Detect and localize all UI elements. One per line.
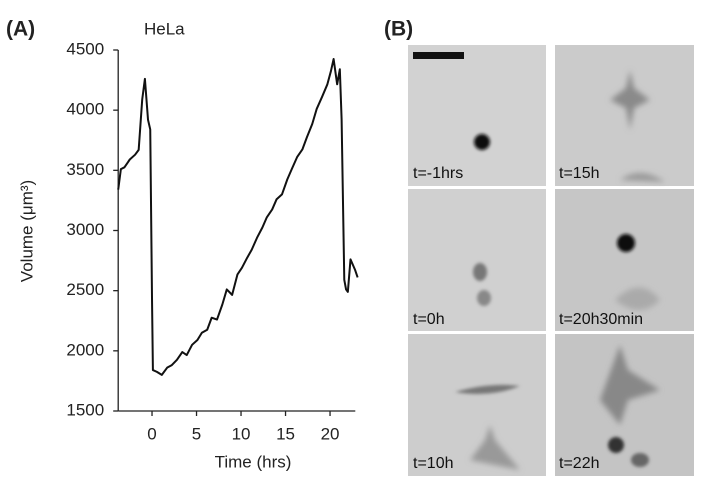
panel-label: (A) [6, 18, 35, 41]
cell [470, 425, 520, 470]
y-tick-label: 2000 [66, 340, 104, 359]
image-label: t=0h [413, 311, 445, 328]
x-axis-label: Time (hrs) [215, 452, 292, 471]
cell [455, 384, 520, 394]
y-tick-label: 3000 [66, 220, 104, 239]
y-tick-label: 3500 [66, 160, 104, 179]
image-label: t=20h30min [559, 311, 643, 328]
x-tick-label: 15 [276, 424, 295, 443]
image-label: t=-1hrs [413, 165, 463, 182]
chart-title: HeLa [144, 19, 185, 38]
image-label: t=10h [413, 455, 453, 472]
image-label: t=15h [559, 165, 599, 182]
x-tick-label: 0 [147, 424, 156, 443]
image [555, 45, 694, 186]
image [408, 45, 546, 186]
cell [608, 437, 624, 453]
y-tick-label: 4000 [66, 100, 104, 119]
panel-label: (B) [384, 18, 413, 41]
cell [615, 287, 660, 310]
y-tick-label: 2500 [66, 280, 104, 299]
x-tick-label: 20 [321, 424, 340, 443]
image [408, 189, 546, 331]
data-line [117, 58, 359, 376]
image-label: t=22h [559, 455, 599, 472]
cell [620, 172, 665, 182]
cell [610, 70, 650, 130]
cell [631, 453, 649, 467]
cell [473, 263, 487, 281]
cell [600, 345, 660, 425]
y-tick-label: 1500 [66, 400, 104, 419]
micrographs: t=-1hrs t=15h t=0h t=20h30min t=10h t=22… [408, 45, 694, 476]
x-tick-label: 10 [232, 424, 251, 443]
image [555, 189, 694, 331]
cell [474, 134, 490, 150]
y-axis-label: Volume (μm³) [17, 180, 36, 282]
cell [477, 290, 491, 306]
scale-bar [413, 52, 464, 59]
x-tick-label: 5 [192, 424, 201, 443]
y-tick-label: 4500 [66, 39, 104, 58]
cell [617, 234, 635, 252]
